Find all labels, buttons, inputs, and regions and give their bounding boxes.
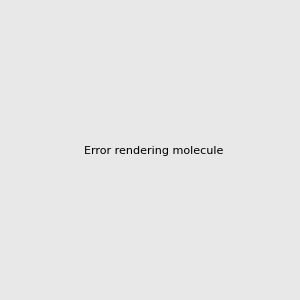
Text: Error rendering molecule: Error rendering molecule xyxy=(84,146,224,157)
